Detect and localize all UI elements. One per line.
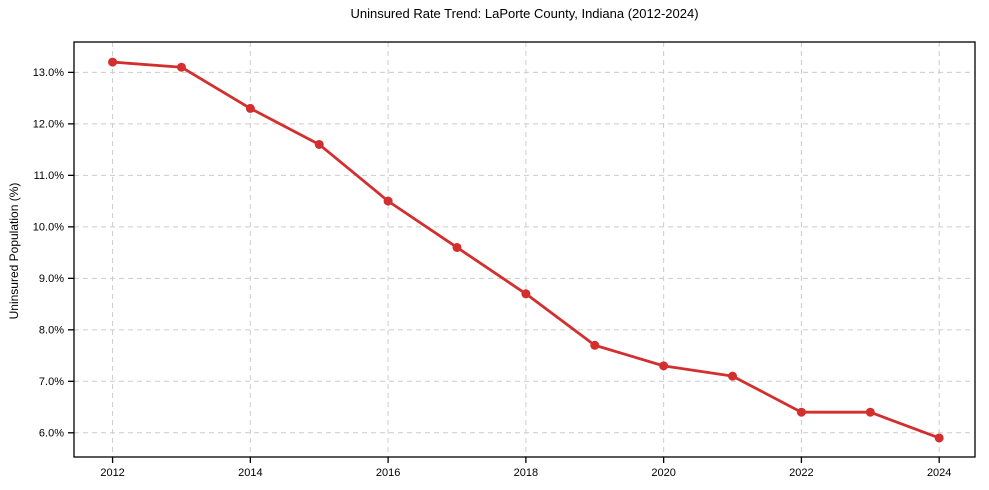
- y-tick-label: 11.0%: [34, 170, 65, 182]
- x-tick-label: 2012: [100, 467, 124, 479]
- y-tick-label: 9.0%: [39, 273, 64, 285]
- chart-title: Uninsured Rate Trend: LaPorte County, In…: [350, 6, 699, 21]
- x-tick-label: 2020: [651, 467, 675, 479]
- data-point: [245, 103, 255, 113]
- data-point: [452, 242, 462, 252]
- y-tick-label: 13.0%: [33, 67, 64, 79]
- y-tick-label: 8.0%: [39, 325, 64, 337]
- data-point: [865, 407, 875, 417]
- data-point: [590, 340, 600, 350]
- y-tick-label: 6.0%: [39, 428, 64, 440]
- x-tick-label: 2022: [789, 467, 813, 479]
- data-point: [796, 407, 806, 417]
- data-point: [934, 433, 944, 443]
- data-point: [728, 371, 738, 381]
- data-point: [659, 361, 669, 371]
- y-tick-label: 7.0%: [39, 376, 64, 388]
- data-point: [176, 62, 186, 72]
- x-tick-label: 2016: [376, 467, 400, 479]
- data-point: [383, 196, 393, 206]
- x-tick-label: 2014: [238, 467, 262, 479]
- y-tick-label: 12.0%: [33, 119, 64, 131]
- data-point: [108, 57, 118, 67]
- data-point: [521, 289, 531, 299]
- data-point: [314, 139, 324, 149]
- y-tick-label: 10.0%: [33, 222, 64, 234]
- plot-area: [74, 42, 975, 457]
- x-tick-label: 2024: [927, 467, 951, 479]
- plot-border: [73, 41, 976, 458]
- x-tick-label: 2018: [514, 467, 538, 479]
